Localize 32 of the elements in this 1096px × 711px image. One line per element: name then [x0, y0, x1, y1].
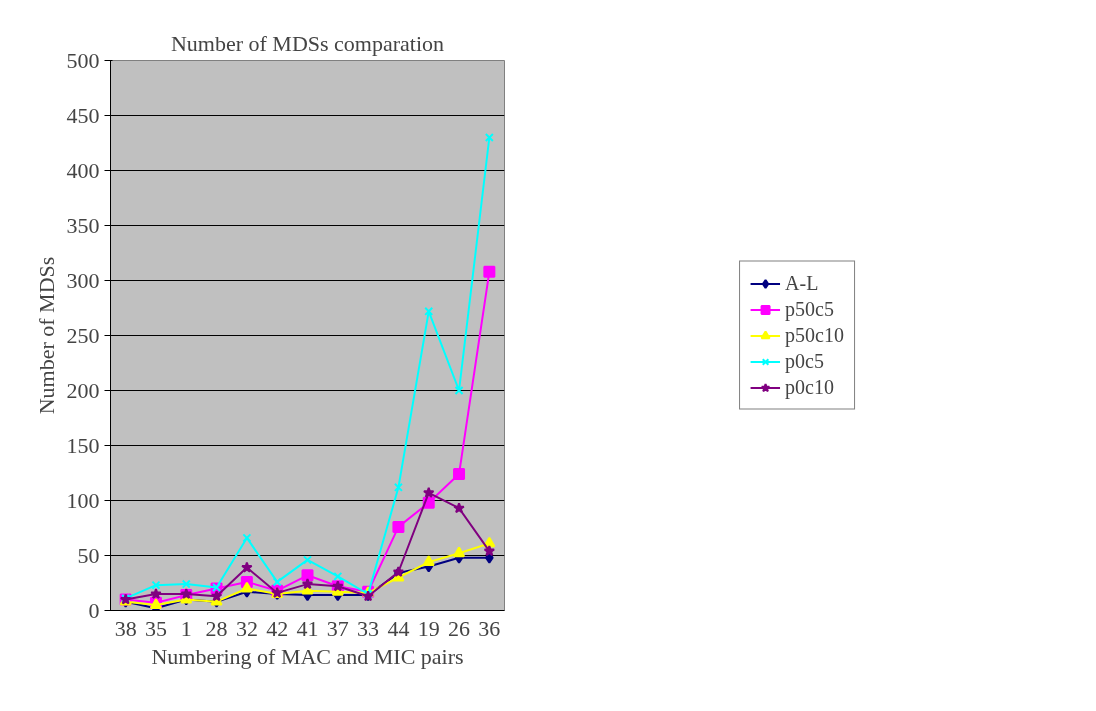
y-tick-label: 450: [66, 102, 100, 128]
legend-label: p0c5: [785, 349, 824, 373]
y-tick-label: 100: [66, 487, 100, 513]
x-tick-label: 44: [387, 615, 410, 641]
x-tick-label: 38: [114, 615, 137, 641]
x-tick-label: 33: [357, 615, 380, 641]
x-tick-label: 36: [478, 615, 501, 641]
y-tick-label: 500: [66, 47, 100, 73]
x-tick-label: 19: [417, 615, 440, 641]
y-tick-label: 50: [77, 542, 100, 568]
x-tick-label: 42: [266, 615, 289, 641]
y-tick-label: 150: [66, 432, 100, 458]
x-tick-label: 32: [235, 615, 258, 641]
y-tick-label: 250: [66, 322, 100, 348]
legend-label: A-L: [785, 271, 819, 295]
y-tick-label: 200: [66, 377, 100, 403]
y-tick-label: 400: [66, 157, 100, 183]
x-tick-label: 28: [205, 615, 228, 641]
legend-label: p50c5: [785, 297, 834, 321]
y-axis-title: Number of MDSs: [33, 256, 59, 415]
legend-label: p50c10: [785, 323, 844, 347]
chart-title: Number of MDSs comparation: [170, 30, 445, 56]
x-axis-title: Numbering of MAC and MIC pairs: [151, 643, 464, 669]
x-tick-label: 1: [180, 615, 192, 641]
y-tick-label: 300: [66, 267, 100, 293]
x-tick-label: 35: [144, 615, 167, 641]
legend-label: p0c10: [785, 375, 834, 399]
x-tick-label: 37: [326, 615, 349, 641]
y-tick-label: 350: [66, 212, 100, 238]
x-tick-label: 41: [296, 615, 319, 641]
x-tick-label: 26: [448, 615, 471, 641]
y-tick-label: 0: [88, 597, 100, 623]
